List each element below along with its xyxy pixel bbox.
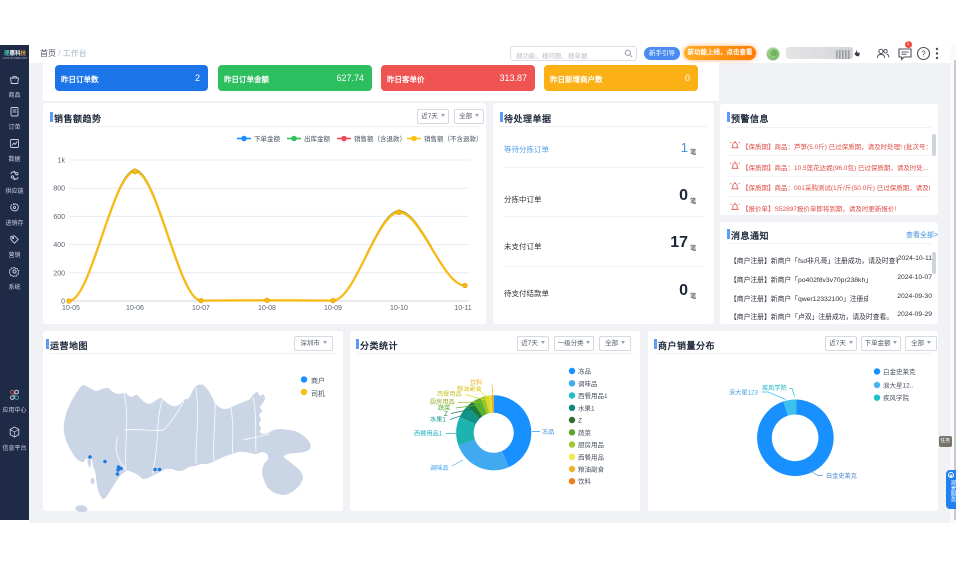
svg-text:10-11: 10-11: [454, 305, 471, 312]
svg-text:白金史莱克: 白金史莱克: [883, 367, 916, 376]
svg-text:粮油副食: 粮油副食: [578, 465, 605, 474]
svg-text:10-09: 10-09: [324, 305, 342, 312]
svg-text:疾风学院: 疾风学院: [762, 384, 787, 392]
svg-text:饮料: 饮料: [470, 379, 482, 387]
svg-text:浪大星12..: 浪大星12..: [883, 381, 914, 390]
svg-text:Z: Z: [444, 411, 448, 418]
svg-text:10-06: 10-06: [126, 305, 144, 312]
svg-text:冻品: 冻品: [578, 367, 591, 376]
svg-text:0: 0: [61, 299, 65, 306]
svg-text:400: 400: [53, 242, 65, 249]
svg-text:1k: 1k: [58, 158, 66, 165]
svg-text:600: 600: [53, 214, 65, 221]
svg-text:西餐用品: 西餐用品: [437, 390, 462, 398]
svg-text:粮油副食: 粮油副食: [457, 385, 483, 393]
svg-text:10-05: 10-05: [62, 305, 80, 312]
svg-text:冻品: 冻品: [542, 428, 554, 436]
svg-text:调味品: 调味品: [578, 379, 598, 388]
svg-text:厨房用品: 厨房用品: [578, 440, 604, 449]
svg-text:白金史莱克: 白金史莱克: [826, 472, 857, 480]
svg-text:销售额（不含退款）: 销售额（不含退款）: [424, 134, 483, 143]
svg-text:疾风学院: 疾风学院: [883, 393, 910, 402]
svg-text:蔬菜: 蔬菜: [578, 428, 592, 437]
svg-text:西餐用品1: 西餐用品1: [578, 391, 608, 400]
svg-text:销售额（含退款）: 销售额（含退款）: [354, 134, 406, 143]
svg-text:出库金额: 出库金额: [304, 134, 331, 143]
svg-text:10-10: 10-10: [390, 305, 408, 312]
svg-text:厨房用品: 厨房用品: [430, 398, 455, 406]
svg-text:西餐用品1: 西餐用品1: [414, 430, 443, 438]
svg-text:蔬菜: 蔬菜: [438, 404, 450, 412]
svg-text:西餐用品: 西餐用品: [578, 452, 604, 461]
svg-text:水果1: 水果1: [430, 416, 446, 424]
svg-text:水果1: 水果1: [578, 403, 595, 412]
svg-text:浪大星123: 浪大星123: [729, 389, 758, 397]
svg-text:10-08: 10-08: [258, 305, 276, 312]
svg-text:下单金额: 下单金额: [254, 134, 281, 143]
svg-text:?: ?: [921, 49, 926, 58]
svg-text:Z: Z: [578, 418, 582, 425]
svg-text:饮料: 饮料: [578, 477, 592, 486]
svg-text:200: 200: [53, 270, 65, 277]
svg-text:10-07: 10-07: [192, 305, 210, 312]
svg-text:800: 800: [53, 186, 65, 193]
svg-text:调味品: 调味品: [430, 464, 449, 472]
